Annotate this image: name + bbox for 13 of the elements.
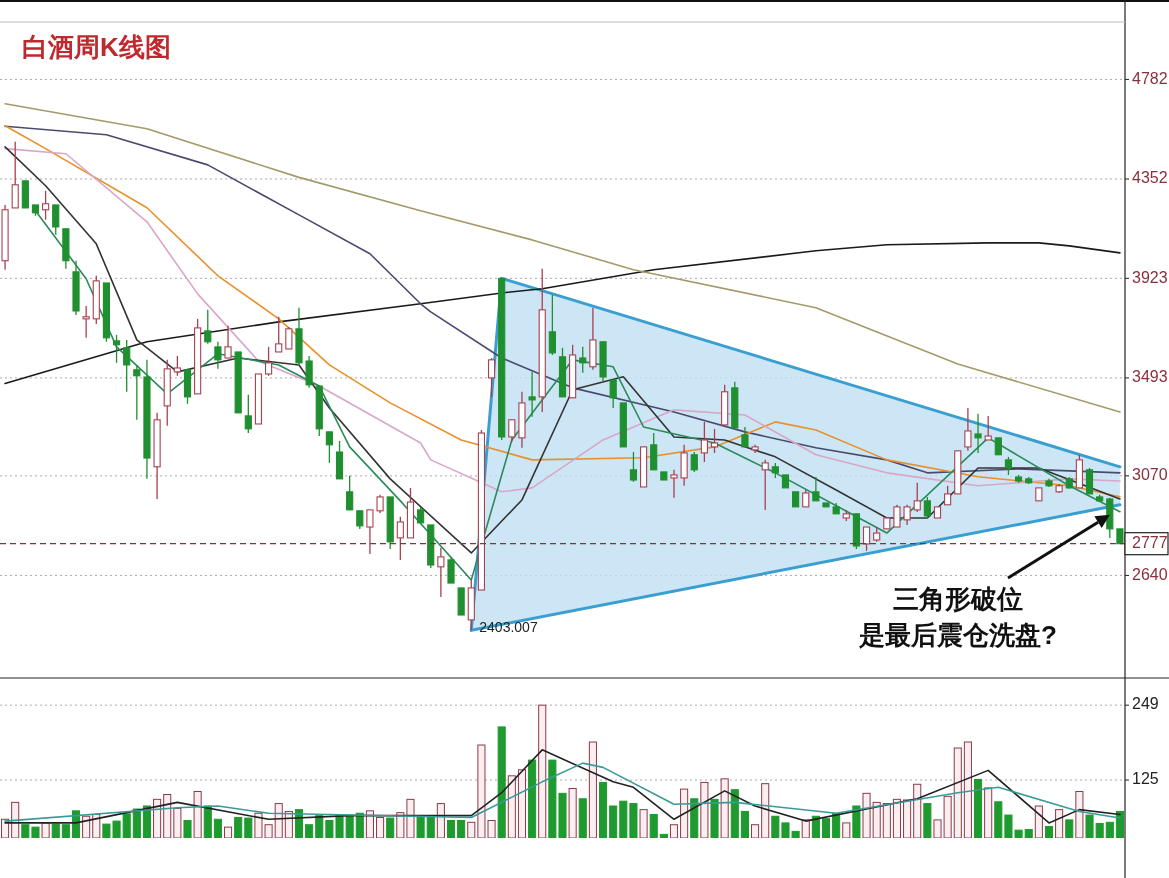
chart-title: 白酒周K线图 [22, 32, 171, 62]
y-tick-label: 3923 [1132, 268, 1168, 286]
y-tick-label: 125 [1132, 770, 1159, 788]
y-tick-label: 2640 [1132, 565, 1168, 583]
y-tick-label: 3070 [1132, 466, 1168, 484]
y-tick-label: 249 [1132, 695, 1159, 713]
annotation: 三角形破位 [893, 584, 1023, 614]
annotation: 是最后震仓洗盘? [858, 620, 1057, 650]
ref-line-label: 2777 [1132, 533, 1168, 551]
annotation: 2403.007 [479, 619, 538, 636]
y-tick-label: 4782 [1132, 69, 1168, 87]
y-tick-label: 3493 [1132, 368, 1168, 386]
y-tick-label: 4352 [1132, 169, 1168, 187]
